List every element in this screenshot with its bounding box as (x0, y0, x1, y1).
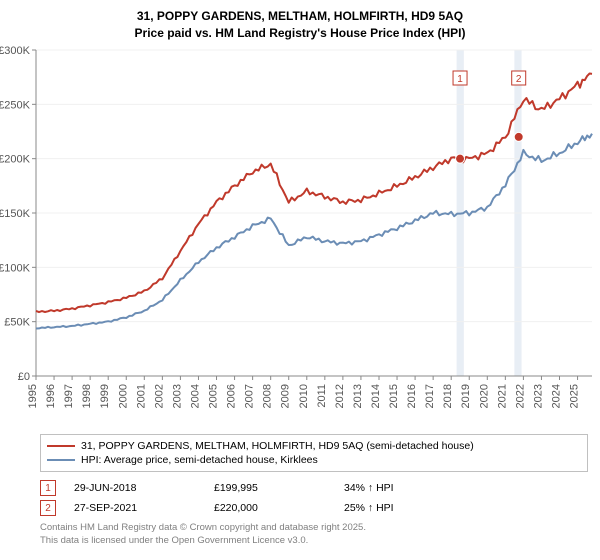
svg-text:1996: 1996 (45, 384, 57, 408)
svg-text:2021: 2021 (496, 384, 508, 408)
svg-text:2015: 2015 (388, 384, 400, 408)
chart-title-line2: Price paid vs. HM Land Registry's House … (0, 26, 600, 46)
svg-text:2000: 2000 (117, 384, 129, 408)
sale-row: 1 29-JUN-2018£199,99534% ↑ HPI (40, 478, 588, 498)
footer-line2: This data is licensed under the Open Gov… (40, 535, 588, 547)
svg-text:2004: 2004 (189, 384, 201, 408)
svg-text:2024: 2024 (551, 384, 563, 408)
svg-text:2023: 2023 (532, 384, 544, 408)
svg-text:£100K: £100K (0, 263, 31, 275)
svg-text:£0: £0 (18, 371, 30, 383)
svg-text:£150K: £150K (0, 208, 31, 220)
chart-area: £0 £50K £100K £150K £200K £250K £300K 1995 1996 1… (0, 46, 600, 426)
chart-title-line1: 31, POPPY GARDENS, MELTHAM, HOLMFIRTH, H… (0, 0, 600, 26)
line-chart: £0 £50K £100K £150K £200K £250K £300K 1995 1996 1… (0, 46, 600, 426)
svg-text:2011: 2011 (316, 384, 328, 408)
svg-text:2001: 2001 (135, 384, 147, 408)
svg-text:1997: 1997 (63, 384, 75, 408)
sale-marker-icon: 1 (40, 480, 56, 496)
svg-text:£300K: £300K (0, 46, 31, 57)
svg-text:2020: 2020 (478, 384, 490, 408)
sale-date: 29-JUN-2018 (74, 482, 214, 494)
svg-text:2010: 2010 (298, 384, 310, 408)
sale-row: 2 27-SEP-2021£220,00025% ↑ HPI (40, 498, 588, 518)
sale-delta: 34% ↑ HPI (344, 482, 394, 494)
legend-swatch (47, 459, 75, 462)
sale-marker-icon: 2 (40, 500, 56, 516)
svg-text:1995: 1995 (27, 384, 39, 408)
svg-text:£250K: £250K (0, 100, 31, 112)
svg-text:2003: 2003 (171, 384, 183, 408)
svg-text:2006: 2006 (226, 384, 238, 408)
legend-item: HPI: Average price, semi-detached house,… (47, 453, 581, 467)
svg-text:2025: 2025 (569, 384, 581, 408)
svg-text:2022: 2022 (514, 384, 526, 408)
svg-text:2014: 2014 (370, 384, 382, 408)
svg-text:2018: 2018 (442, 384, 454, 408)
svg-text:2009: 2009 (280, 384, 292, 408)
legend-swatch (47, 445, 75, 448)
footer-line1: Contains HM Land Registry data © Crown c… (40, 522, 588, 534)
sale-price: £220,000 (214, 502, 344, 514)
sale-delta: 25% ↑ HPI (344, 502, 394, 514)
svg-text:2007: 2007 (244, 384, 256, 408)
svg-text:£50K: £50K (4, 317, 30, 329)
svg-text:2005: 2005 (208, 384, 220, 408)
svg-text:2008: 2008 (262, 384, 274, 408)
svg-text:1999: 1999 (99, 384, 111, 408)
svg-text:2016: 2016 (406, 384, 418, 408)
legend-item: 31, POPPY GARDENS, MELTHAM, HOLMFIRTH, H… (47, 439, 581, 453)
sale-price: £199,995 (214, 482, 344, 494)
svg-text:2002: 2002 (153, 384, 165, 408)
svg-text:£200K: £200K (0, 154, 31, 166)
svg-text:2013: 2013 (352, 384, 364, 408)
sale-date: 27-SEP-2021 (74, 502, 214, 514)
legend-label: 31, POPPY GARDENS, MELTHAM, HOLMFIRTH, H… (81, 440, 474, 452)
svg-text:2017: 2017 (424, 384, 436, 408)
svg-text:2012: 2012 (334, 384, 346, 408)
legend-label: HPI: Average price, semi-detached house,… (81, 454, 318, 466)
svg-text:1998: 1998 (81, 384, 93, 408)
svg-text:2019: 2019 (460, 384, 472, 408)
sales-table: 1 29-JUN-2018£199,99534% ↑ HPI 2 27-SEP-202… (40, 478, 588, 518)
legend: 31, POPPY GARDENS, MELTHAM, HOLMFIRTH, H… (40, 434, 588, 472)
svg-text:1: 1 (457, 74, 463, 85)
footer-attribution: Contains HM Land Registry data © Crown c… (40, 522, 588, 547)
svg-text:2: 2 (516, 74, 522, 85)
